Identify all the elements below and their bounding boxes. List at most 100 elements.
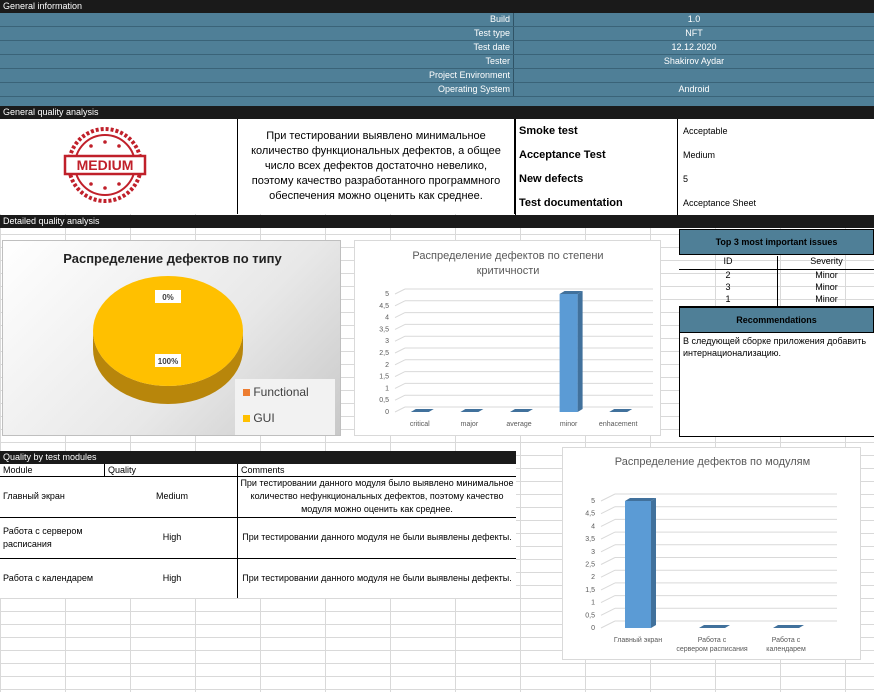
grid-line [394,371,406,378]
recommendations-title: Recommendations [736,315,817,325]
stamp-text: MEDIUM [77,157,134,173]
grid-line [394,312,406,319]
issues-col-severity: Severity [777,256,874,269]
legend-item-gui: GUI [243,411,275,425]
module-row[interactable]: Главный экран Medium При тестировании да… [0,477,516,518]
info-row-environment[interactable]: Project Environment [0,69,874,83]
pie-side [93,331,243,404]
y-tick-label: 0 [591,625,595,632]
grid-line [600,569,616,578]
modules-col-comments: Comments [237,464,285,476]
grid-line [394,323,406,330]
qa-row-new-defects[interactable]: New defects 5 [515,167,874,192]
y-tick-label: 5 [385,291,389,298]
y-tick-label: 1,5 [585,587,595,594]
x-tick-label: enhacement [599,421,638,428]
quality-summary-text: При тестировании выявлено минимальное ко… [251,130,501,202]
module-name: Главный экран [3,491,65,501]
pie-chart-panel[interactable]: Распределение дефектов по типу 0% 100% Fu… [2,240,341,436]
x-tick-label: major [461,421,479,428]
grid-line [600,506,616,515]
qa-label: Test documentation [515,191,678,215]
qa-row-acceptance[interactable]: Acceptance Test Medium [515,143,874,168]
y-tick-label: 3,5 [585,536,595,543]
detailed-title: Detailed quality analysis [3,216,100,226]
issues-title: Top 3 most important issues [715,237,838,247]
info-label: Test type [0,27,514,40]
qa-value: Acceptable [683,126,728,136]
info-label: Tester [0,55,514,68]
module-name: Работа с календарем [3,573,94,583]
grid-line [394,335,406,342]
info-label: Project Environment [0,69,514,82]
y-tick-label: 0,5 [585,612,595,619]
recommendations-header: Recommendations [679,307,874,333]
module-quality: High [162,573,182,583]
grid-line [394,382,406,389]
info-row-test-date[interactable]: Test date 12.12.2020 [0,41,874,55]
issue-row[interactable]: 3 Minor [679,282,874,294]
qa-label: Acceptance Test [515,143,678,167]
module-row[interactable]: Работа с сервером расписания High При те… [0,518,516,559]
legend-label: GUI [253,411,275,425]
module-comment: При тестировании данного модуля не были … [237,559,516,598]
x-tick-label: minor [560,421,578,428]
issues-table: ID Severity 2 Minor 3 Minor 1 Minor [679,256,874,307]
legend-swatch-functional [243,389,250,396]
bar-top [510,409,533,412]
modules-col-quality: Quality [104,464,136,476]
y-tick-label: 1 [591,600,595,607]
info-row-os[interactable]: Operating System Android [0,83,874,97]
module-row[interactable]: Работа с календарем High При тестировани… [0,559,516,598]
recommendations-body: В следующей сборке приложения добавить и… [679,333,874,437]
pie-chart: 0% 100% [93,276,243,404]
modules-header: Quality by test modules [0,451,516,464]
x-tick-label: Работа с [772,636,801,644]
issues-header-row: ID Severity [679,256,874,270]
issue-severity: Minor [777,294,874,306]
info-row-build[interactable]: Build 1.0 [0,13,874,27]
modules-chart-panel[interactable]: Распределение дефектов по модулям 0 0,5 1 1… [562,447,861,660]
quality-title: General quality analysis [3,107,99,117]
pie-data-label-box [155,354,181,367]
module-comment: При тестировании данного модуля не были … [237,518,516,558]
grid-line [394,300,406,307]
issues-header: Top 3 most important issues [679,229,874,255]
general-info-header: General information [0,0,874,13]
bar-top [699,625,730,628]
modules-bar-chart: 0 0,5 1 1,5 2 2,5 3 3,5 4 4,5 5 Главный экран Работа… [585,493,837,653]
modules-chart-title: Распределение дефектов по модулям [614,456,811,468]
qa-row-smoke[interactable]: Smoke test Acceptable [515,119,874,144]
y-tick-label: 2 [385,362,389,369]
info-value: 1.0 [687,14,701,24]
modules-header-row: Module Quality Comments [0,464,516,477]
pie-data-label-box [155,290,181,303]
grid-line [600,607,616,616]
bar-top [773,625,804,628]
y-tick-label: 3 [591,549,595,556]
pie-legend: Functional GUI [235,379,335,435]
bar-top [559,291,583,294]
pie-slice-gui [93,276,243,386]
issue-id: 1 [725,294,731,304]
y-tick-label: 0 [385,409,389,416]
qa-row-docs[interactable]: Test documentation Acceptance Sheet [515,191,874,215]
module-name: Работа с сервером расписания [3,526,83,549]
grid-line [394,359,406,366]
issue-severity: Minor [777,282,874,294]
y-tick-label: 5 [591,498,595,505]
bar-top [609,409,633,412]
y-tick-label: 4 [385,315,389,322]
severity-chart-panel[interactable]: Распределение дефектов по степени критич… [354,240,661,436]
info-row-test-type[interactable]: Test type NFT [0,27,874,41]
recommendations-text: В следующей сборке приложения добавить и… [683,336,867,358]
module-quality: High [162,532,182,542]
info-value: Shakirov Aydar [663,56,725,66]
y-tick-label: 2,5 [379,350,389,357]
grid-line [600,518,616,527]
bar-1 [625,501,651,628]
module-comment: При тестировании данного модуля было выя… [237,477,516,517]
info-row-tester[interactable]: Tester Shakirov Aydar [0,55,874,69]
issue-row[interactable]: 2 Minor [679,270,874,282]
issue-row[interactable]: 1 Minor [679,294,874,307]
